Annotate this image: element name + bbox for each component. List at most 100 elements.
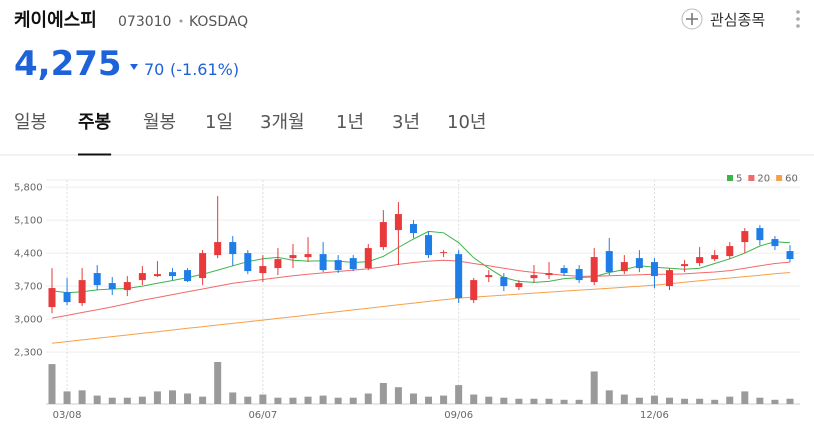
candle-body: [229, 242, 237, 255]
volume-bar: [334, 397, 342, 404]
volume-bar: [711, 399, 719, 404]
price-change: 70: [144, 60, 164, 79]
tab[interactable]: 주봉: [78, 112, 111, 133]
candle-body: [741, 231, 749, 243]
volume-bar: [394, 387, 402, 404]
candle-body: [334, 260, 342, 271]
legend-label: 20: [757, 174, 770, 185]
candle-body: [184, 270, 192, 282]
volume-bar: [78, 390, 86, 404]
candle-body: [123, 282, 131, 291]
candle-body: [575, 269, 583, 281]
stock-name: 케이에스피: [14, 10, 97, 31]
volume-bar: [259, 394, 267, 404]
tab[interactable]: 일봉: [14, 112, 47, 133]
candle-body: [771, 239, 779, 247]
x-tick-label: 06/07: [248, 410, 277, 421]
candle-body: [530, 275, 538, 279]
volume-bar: [153, 391, 161, 404]
volume-bar: [455, 385, 463, 404]
volume-bar: [726, 396, 734, 404]
legend-swatch: [776, 175, 783, 181]
y-tick-label: 4,400: [14, 249, 43, 260]
candle-body: [560, 268, 568, 274]
volume-bar: [319, 395, 327, 404]
candle-body: [199, 253, 207, 279]
watch-button[interactable]: 관심종목: [681, 8, 765, 30]
candle-body: [425, 235, 433, 256]
volume-bar: [605, 390, 613, 404]
candle-body: [63, 292, 71, 303]
volume-bar: [379, 383, 387, 404]
candle-body: [756, 228, 764, 241]
candle-body: [138, 273, 146, 281]
tab[interactable]: 1일: [205, 112, 233, 133]
volume-bar: [229, 392, 237, 404]
volume-bar: [530, 398, 538, 404]
volume-bar: [364, 393, 372, 404]
candle-body: [726, 246, 734, 257]
volume-bar: [650, 395, 658, 404]
volume-bar: [560, 399, 568, 404]
down-arrow: [130, 64, 138, 70]
volume-bar: [666, 397, 674, 404]
change-rate: (-1.61%): [170, 60, 239, 79]
stock-code: 073010: [118, 14, 171, 30]
volume-bar: [635, 397, 643, 404]
candle-body: [515, 283, 523, 288]
candle-body: [153, 274, 161, 277]
tab[interactable]: 3년: [392, 112, 420, 133]
volume-bar: [756, 397, 764, 404]
menu-dot: [796, 10, 800, 14]
more-menu[interactable]: [796, 10, 800, 28]
y-tick-label: 5,800: [14, 183, 43, 194]
candle-body: [681, 264, 689, 267]
y-tick-label: 5,100: [14, 216, 43, 227]
menu-dot: [796, 24, 800, 28]
volume-bar: [274, 397, 282, 404]
menu-dot: [796, 17, 800, 21]
volume-bar: [214, 362, 222, 404]
candle-body: [304, 254, 312, 258]
volume-bar: [786, 398, 794, 404]
candle-body: [108, 283, 116, 290]
candle-body: [319, 254, 327, 271]
volume-bar: [681, 398, 689, 404]
moving-average-line: [51, 272, 791, 344]
y-tick-label: 3,700: [14, 282, 43, 293]
volume-bar: [500, 397, 508, 404]
y-tick-label: 3,000: [14, 315, 43, 326]
candle-body: [168, 272, 176, 277]
candle-body: [244, 253, 252, 272]
candle-body: [289, 255, 297, 259]
tab[interactable]: 10년: [447, 112, 486, 133]
candle-body: [364, 248, 372, 269]
volume-bar: [696, 398, 704, 404]
volume-bar: [485, 396, 493, 404]
x-tick-label: 09/06: [444, 410, 473, 421]
candle-body: [93, 273, 101, 286]
volume-bar: [184, 393, 192, 404]
candle-body: [394, 214, 402, 231]
candle-body: [635, 258, 643, 269]
volume-bar: [440, 395, 448, 404]
y-tick-label: 2,300: [14, 348, 43, 359]
legend-label: 60: [785, 174, 798, 185]
tab[interactable]: 3개월: [260, 112, 305, 133]
candle-body: [666, 270, 674, 287]
candle-body: [711, 255, 719, 260]
volume-bar: [304, 396, 312, 404]
volume-bar: [138, 396, 146, 404]
volume-bar: [515, 398, 523, 404]
volume-bar: [590, 371, 598, 404]
volume-bar: [199, 396, 207, 404]
tab[interactable]: 1년: [336, 112, 364, 133]
candle-body: [605, 251, 613, 273]
volume-bar: [470, 394, 478, 404]
volume-bar: [289, 397, 297, 404]
x-tick-label: 03/08: [53, 410, 82, 421]
volume-bar: [168, 390, 176, 404]
tab[interactable]: 월봉: [143, 112, 176, 133]
candle-body: [440, 252, 448, 254]
